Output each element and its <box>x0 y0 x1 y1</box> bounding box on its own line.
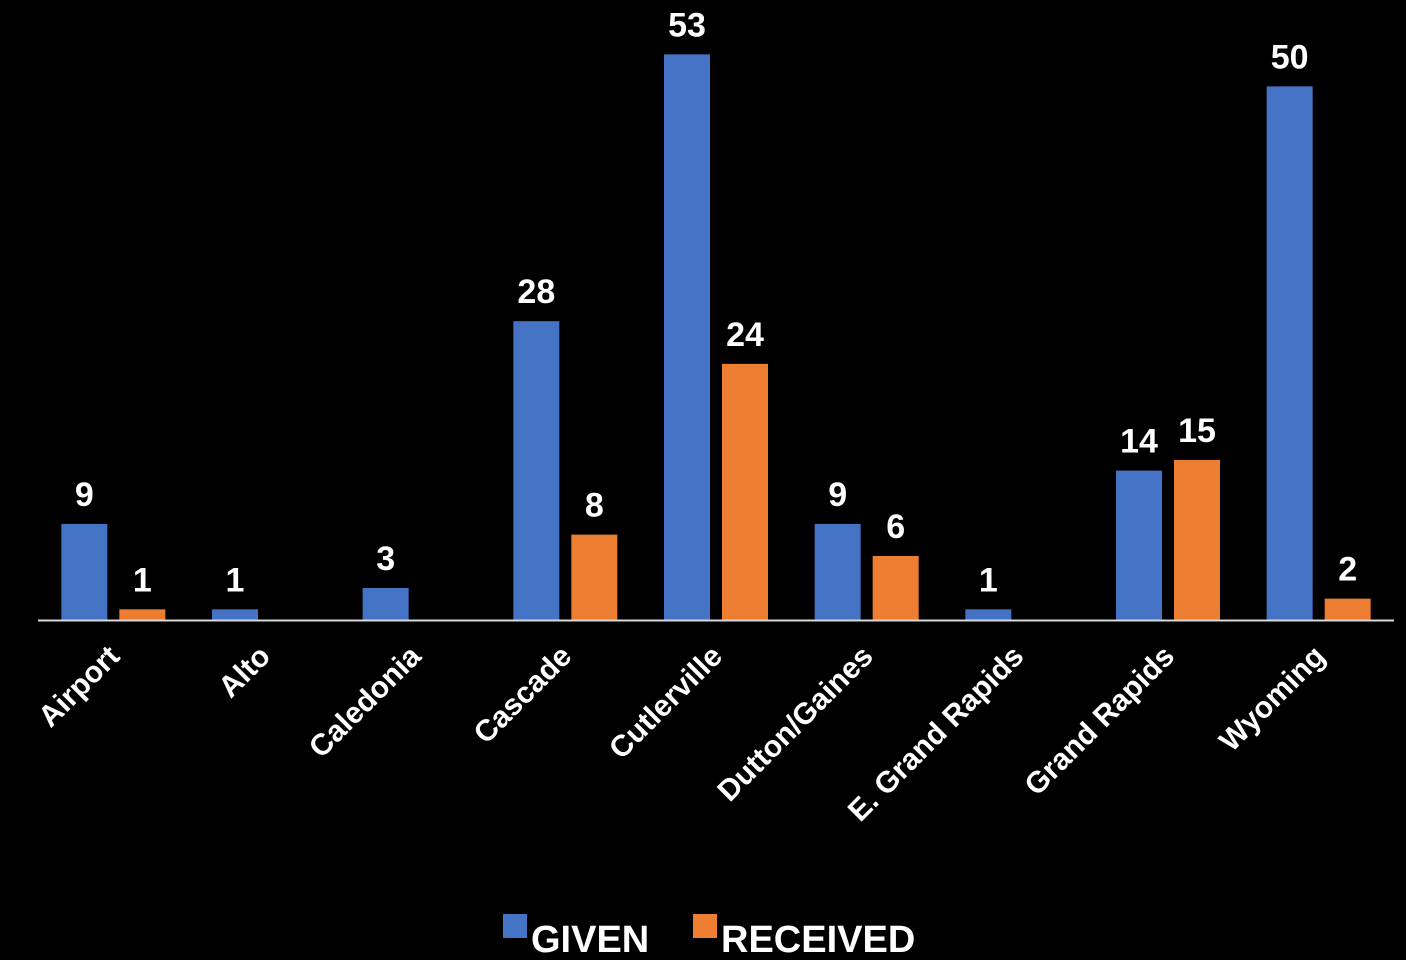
data-label-given-3: 28 <box>517 273 555 311</box>
bar-received-4 <box>722 363 768 620</box>
bar-given-3 <box>513 321 560 620</box>
bar-received-8 <box>1324 598 1371 620</box>
data-label-received-7: 15 <box>1178 412 1216 450</box>
data-labels-layer: 9 1 1 3 28 8 53 24 9 6 1 14 15 50 2 <box>75 6 1357 599</box>
data-label-given-1: 1 <box>226 561 245 599</box>
legend-label-received: RECEIVED <box>721 919 915 960</box>
bar-given-8 <box>1266 86 1313 620</box>
bar-received-7 <box>1174 459 1220 620</box>
bar-received-3 <box>571 534 618 620</box>
data-label-received-0: 1 <box>133 561 152 599</box>
legend-swatch-given <box>503 914 527 938</box>
bar-given-1 <box>212 609 258 620</box>
bar-given-6 <box>965 609 1012 620</box>
data-label-given-5: 9 <box>828 476 847 514</box>
x-tick-label-8: Wyoming <box>1213 640 1331 758</box>
legend-label-given: GIVEN <box>531 919 649 960</box>
data-label-given-7: 14 <box>1120 423 1158 461</box>
x-axis-tick-labels: Airport Alto Caledonia Cascade CutlervilleDu… <box>32 639 1331 828</box>
x-tick-label-5: Dutton/Gaines <box>711 640 879 808</box>
x-tick-label-0: Airport <box>32 640 126 734</box>
x-tick-label-1: Alto <box>212 640 277 705</box>
data-label-received-8: 2 <box>1338 551 1357 589</box>
data-label-received-5: 6 <box>886 508 905 546</box>
x-tick-label-7: Grand Rapids <box>1019 640 1181 802</box>
x-tick-label-2: Caledonia <box>303 639 428 764</box>
bar-given-4 <box>664 54 710 620</box>
x-tick-label-4: Cutlerville <box>603 640 729 766</box>
data-label-received-3: 8 <box>585 487 604 525</box>
legend-swatch-received <box>693 914 717 938</box>
bar-given-0 <box>61 523 108 620</box>
data-label-given-6: 1 <box>979 561 998 599</box>
x-tick-label-3: Cascade <box>468 640 579 751</box>
legend: GIVEN RECEIVED <box>503 914 915 960</box>
bar-given-7 <box>1116 470 1162 620</box>
bar-given-5 <box>814 523 861 620</box>
data-label-given-4: 53 <box>668 6 706 44</box>
bar-given-2 <box>362 587 409 620</box>
bar-received-5 <box>872 555 919 620</box>
data-label-given-0: 9 <box>75 476 94 514</box>
data-label-received-4: 24 <box>726 316 764 354</box>
data-label-given-8: 50 <box>1271 38 1309 76</box>
bars-layer <box>61 54 1371 620</box>
data-label-given-2: 3 <box>376 540 395 578</box>
bar-received-0 <box>119 609 166 620</box>
